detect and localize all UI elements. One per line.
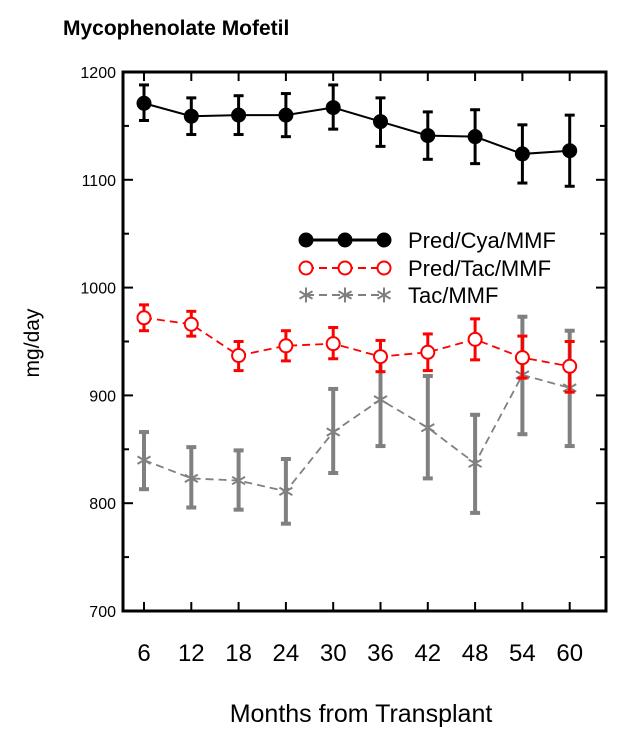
series-tac-mmf [137, 314, 577, 526]
y-tick-label: 1100 [82, 173, 117, 190]
data-point [136, 310, 152, 326]
x-tick-label: 54 [509, 640, 536, 667]
data-point [183, 316, 199, 332]
legend-item: Pred/Cya/MMF [298, 228, 556, 253]
y-tick-label: 900 [89, 388, 116, 405]
y-tick-label: 800 [89, 496, 116, 513]
x-tick-label: 48 [462, 640, 489, 667]
asterisk-stroke [231, 475, 246, 486]
y-axis-label: mg/day [21, 308, 44, 377]
data-point [136, 95, 152, 111]
data-point [562, 358, 578, 374]
data-point [278, 483, 293, 499]
data-point [278, 338, 294, 354]
asterisk-stroke [137, 455, 151, 465]
asterisk-stroke [373, 395, 388, 405]
x-tick-label: 18 [225, 640, 252, 667]
x-tick-label: 36 [367, 640, 394, 667]
series-pred-cya-mmf [136, 83, 578, 188]
data-point [373, 349, 388, 365]
data-point [278, 107, 294, 123]
legend-label: Pred/Tac/MMF [408, 256, 551, 281]
data-point [231, 348, 247, 364]
asterisk-stroke [377, 290, 391, 300]
asterisk-stroke [299, 290, 313, 300]
asterisk-stroke [468, 458, 483, 468]
asterisk-stroke [326, 427, 341, 437]
asterisk-stroke [184, 473, 199, 484]
data-point [420, 420, 435, 436]
data-point [373, 114, 388, 130]
data-point [373, 392, 388, 408]
data-point [183, 108, 199, 124]
data-point [326, 424, 341, 440]
data-point [467, 331, 483, 347]
legend-label: Pred/Cya/MMF [408, 228, 556, 253]
data-point [514, 350, 530, 366]
series-pred-tac-mmf [136, 303, 578, 394]
data-point [467, 129, 483, 145]
x-tick-label: 6 [137, 640, 150, 667]
legend-marker [376, 232, 392, 248]
legend-marker [338, 287, 352, 303]
y-tick-label: 1000 [80, 281, 116, 298]
legend-marker [377, 287, 391, 303]
x-tick-label: 60 [556, 640, 583, 667]
series-line [143, 316, 570, 368]
y-tick-label: 700 [89, 604, 116, 621]
axes: 700 800 900 1000 1100 1200 6 12 18 24 30 36 42 48 54 60 [80, 65, 608, 667]
x-axis-label: Months from Transplant [230, 700, 493, 728]
data-point [468, 455, 483, 471]
series-line [143, 373, 570, 493]
series-line [143, 102, 570, 155]
series-layer [136, 83, 578, 526]
legend-label: Tac/MMF [408, 283, 498, 308]
data-point [137, 452, 151, 468]
x-tick-label: 42 [414, 640, 441, 667]
x-tick-label: 24 [273, 640, 300, 667]
legend-marker [337, 232, 353, 248]
asterisk-stroke [420, 423, 435, 433]
data-point [420, 344, 436, 360]
x-tick-label: 30 [320, 640, 347, 667]
y-tick-label: 1200 [80, 65, 116, 82]
legend-marker [298, 260, 314, 276]
legend-marker [299, 287, 313, 303]
data-point [184, 470, 199, 486]
x-tick-label: 12 [178, 640, 205, 667]
data-point [514, 146, 530, 162]
data-point [231, 473, 246, 489]
legend-marker [337, 260, 353, 276]
data-point [231, 107, 247, 123]
asterisk-stroke [338, 290, 352, 300]
legend-marker [298, 232, 314, 248]
data-point [420, 128, 436, 144]
data-point [325, 100, 341, 116]
legend-item: Pred/Tac/MMF [298, 256, 551, 281]
legend-marker [376, 260, 392, 276]
data-point [562, 143, 578, 159]
legend-item: Tac/MMF [299, 283, 498, 308]
data-point [325, 336, 341, 352]
chart-title: Mycophenolate Mofetil [63, 17, 289, 40]
asterisk-stroke [278, 486, 293, 496]
